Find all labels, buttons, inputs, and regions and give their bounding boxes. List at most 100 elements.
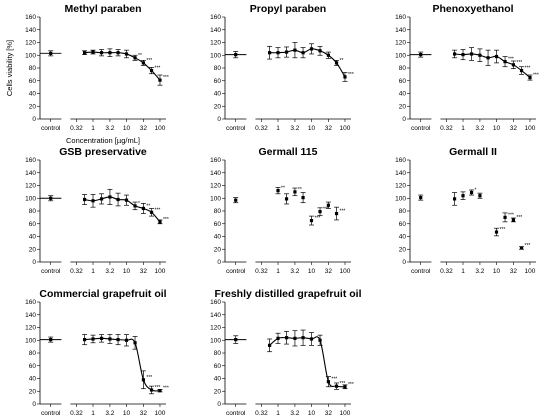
x-tick-label: 1 xyxy=(91,410,95,416)
data-point-significance: *** xyxy=(155,207,161,213)
y-tick-label: 120 xyxy=(395,40,406,47)
data-point-significance: *** xyxy=(499,227,505,233)
x-tick-label: 3.2 xyxy=(475,125,484,132)
data-point-significance: *** xyxy=(146,58,152,64)
y-tick-label: 100 xyxy=(395,195,406,202)
fit-curve xyxy=(269,336,346,388)
y-tick-label: 40 xyxy=(29,234,37,241)
y-tick-label: 100 xyxy=(395,52,406,59)
y-tick-label: 40 xyxy=(214,234,222,241)
x-tick-label: 32 xyxy=(325,125,333,132)
data-point xyxy=(478,194,482,198)
y-tick-label: 160 xyxy=(25,14,36,21)
data-point xyxy=(469,190,474,195)
data-point xyxy=(82,338,87,342)
panel-title: Commercial grapefruit oil xyxy=(39,288,166,300)
y-tick-label: 80 xyxy=(214,350,222,357)
data-point-significance: *** xyxy=(163,217,169,223)
panel-3: Phenoxyethanol 0 20 40 60 80 100 120 140 160 contr… xyxy=(395,3,539,132)
y-tick-label: 160 xyxy=(25,157,36,164)
x-tick-label: 3.2 xyxy=(290,125,299,132)
x-tick-label: 3.2 xyxy=(290,268,299,275)
y-tick-label: 160 xyxy=(210,157,221,164)
panel-title: Methyl paraben xyxy=(64,3,141,15)
x-tick-label: 32 xyxy=(325,410,333,416)
y-tick-label: 120 xyxy=(395,183,406,190)
data-point-significance: *** xyxy=(525,66,531,72)
y-tick-label: 160 xyxy=(395,14,406,21)
data-point-significance: ** xyxy=(298,187,302,193)
panel-7: Commercial grapefruit oil 0 20 40 60 80 100 120… xyxy=(25,288,169,416)
data-point xyxy=(158,78,162,82)
x-tick-label: 100 xyxy=(340,125,351,132)
x-tick-label: 1 xyxy=(91,125,95,132)
y-tick-label: 40 xyxy=(399,91,407,98)
x-tick-label: 1 xyxy=(461,125,465,132)
x-axis-label: Concentration [µg/mL] xyxy=(66,136,140,145)
data-point xyxy=(326,203,331,207)
control-point xyxy=(234,198,238,202)
y-tick-label: 60 xyxy=(29,363,37,370)
x-tick-label: control xyxy=(226,125,246,132)
x-tick-label: 1 xyxy=(461,268,465,275)
y-axis-label: Cells viability [%] xyxy=(5,40,14,96)
panel-5: Germall 115 0 20 40 60 80 100 120 140 160 control 0… xyxy=(210,146,351,275)
data-point-significance: *** xyxy=(525,243,531,249)
y-tick-label: 140 xyxy=(210,170,221,177)
x-tick-label: 32 xyxy=(140,410,148,416)
y-tick-label: 20 xyxy=(399,103,407,110)
x-tick-label: 10 xyxy=(123,410,131,416)
x-tick-label: 32 xyxy=(140,125,148,132)
x-tick-label: 0.32 xyxy=(255,125,268,132)
panel-title: Freshly distilled grapefruit oil xyxy=(214,288,361,300)
data-point-significance: *** xyxy=(155,66,161,72)
x-tick-label: 3.2 xyxy=(290,410,299,416)
data-point-significance: *** xyxy=(163,386,169,392)
data-point-significance: * xyxy=(138,201,140,207)
x-tick-label: 1 xyxy=(276,410,280,416)
y-tick-label: 140 xyxy=(395,170,406,177)
x-tick-label: 3.2 xyxy=(105,268,114,275)
x-tick-label: 10 xyxy=(308,410,316,416)
x-tick-label: control xyxy=(226,268,246,275)
data-point xyxy=(301,196,305,200)
data-point-significance: *** xyxy=(340,381,346,387)
y-tick-label: 140 xyxy=(210,312,221,319)
panel-title: Propyl paraben xyxy=(250,3,326,15)
x-tick-label: 10 xyxy=(493,268,501,275)
fit-curve xyxy=(84,196,161,223)
y-tick-label: 60 xyxy=(214,221,222,228)
x-tick-label: 32 xyxy=(510,268,518,275)
y-tick-label: 140 xyxy=(395,27,406,34)
x-tick-label: 100 xyxy=(340,410,351,416)
y-tick-label: 160 xyxy=(25,299,36,306)
data-point xyxy=(334,211,339,216)
x-tick-label: 32 xyxy=(510,125,518,132)
y-tick-label: 140 xyxy=(25,170,36,177)
x-tick-label: 3.2 xyxy=(105,410,114,416)
y-tick-label: 0 xyxy=(402,116,406,123)
panel-title: Germall II xyxy=(449,146,497,158)
y-tick-label: 20 xyxy=(29,103,37,110)
y-tick-label: 20 xyxy=(214,388,222,395)
data-point-significance: ** xyxy=(340,58,344,64)
data-point xyxy=(511,218,516,222)
x-tick-label: 10 xyxy=(493,125,501,132)
data-point xyxy=(276,189,280,193)
data-point-significance: *** xyxy=(155,385,161,391)
y-tick-label: 0 xyxy=(217,401,221,408)
y-tick-label: 0 xyxy=(402,259,406,266)
x-tick-label: 0.32 xyxy=(255,268,268,275)
data-point-significance: ** xyxy=(138,53,142,59)
y-tick-label: 140 xyxy=(210,27,221,34)
x-tick-label: control xyxy=(411,125,431,132)
x-tick-label: 3.2 xyxy=(105,125,114,132)
data-point-significance: ** xyxy=(146,203,150,209)
y-tick-label: 20 xyxy=(29,388,37,395)
x-tick-label: 100 xyxy=(155,125,166,132)
panel-1: Methyl paraben 0 20 40 60 80 100 120 140 160 contr… xyxy=(25,3,169,132)
data-point-significance: *** xyxy=(348,72,354,78)
y-tick-label: 120 xyxy=(25,325,36,332)
y-tick-label: 80 xyxy=(399,65,407,72)
